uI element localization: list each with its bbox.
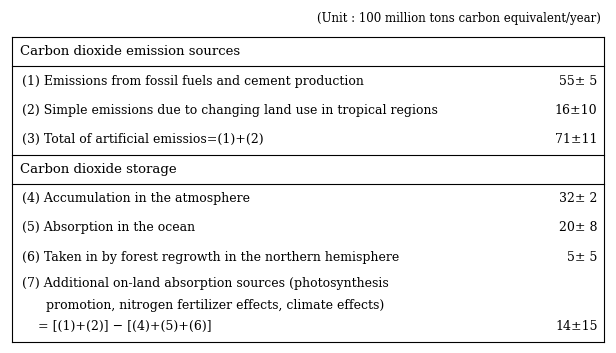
Text: 14±15: 14±15: [555, 320, 598, 333]
Text: Carbon dioxide emission sources: Carbon dioxide emission sources: [20, 45, 240, 58]
Text: (7) Additional on-land absorption sources (photosynthesis: (7) Additional on-land absorption source…: [22, 277, 389, 290]
Text: (3) Total of artificial emissios=(1)+(2): (3) Total of artificial emissios=(1)+(2): [22, 133, 264, 146]
Text: (4) Accumulation in the atmosphere: (4) Accumulation in the atmosphere: [22, 192, 250, 205]
Text: 20± 8: 20± 8: [559, 221, 598, 234]
Text: (6) Taken in by forest regrowth in the northern hemisphere: (6) Taken in by forest regrowth in the n…: [22, 251, 399, 264]
Text: (1) Emissions from fossil fuels and cement production: (1) Emissions from fossil fuels and ceme…: [22, 74, 364, 88]
Text: (Unit : 100 million tons carbon equivalent/year): (Unit : 100 million tons carbon equivale…: [317, 12, 601, 25]
Text: promotion, nitrogen fertilizer effects, climate effects): promotion, nitrogen fertilizer effects, …: [22, 299, 384, 312]
Text: 5± 5: 5± 5: [563, 251, 598, 264]
Text: 71±11: 71±11: [555, 133, 598, 146]
Text: 32± 2: 32± 2: [559, 192, 598, 205]
Text: (5) Absorption in the ocean: (5) Absorption in the ocean: [22, 221, 195, 234]
Text: = [(1)+(2)] − [(4)+(5)+(6)]: = [(1)+(2)] − [(4)+(5)+(6)]: [22, 320, 212, 333]
Text: 55± 5: 55± 5: [559, 74, 598, 88]
Text: (2) Simple emissions due to changing land use in tropical regions: (2) Simple emissions due to changing lan…: [22, 104, 438, 117]
Text: 16±10: 16±10: [555, 104, 598, 117]
Text: Carbon dioxide storage: Carbon dioxide storage: [20, 163, 176, 176]
